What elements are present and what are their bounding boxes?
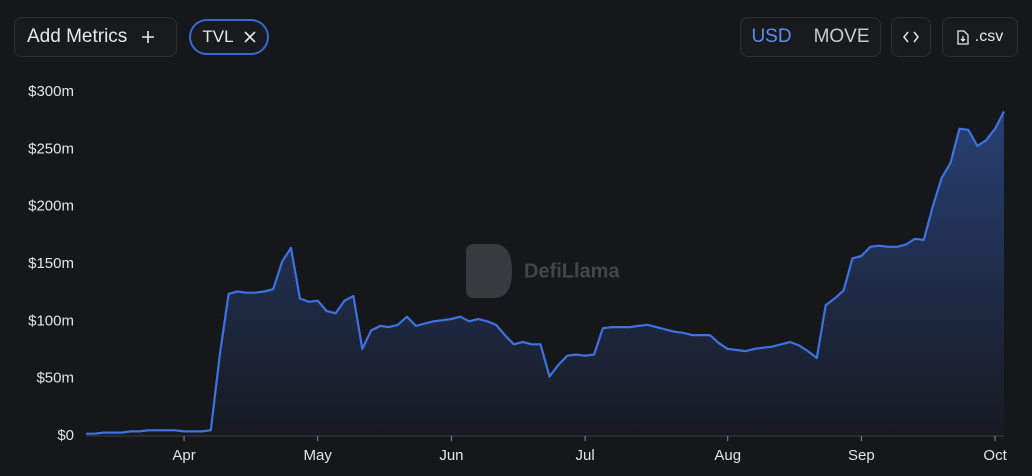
x-tick-label: Sep (848, 447, 875, 464)
y-tick-label: $300m (28, 83, 74, 100)
currency-toggle: USD MOVE (740, 17, 881, 57)
plus-icon (142, 31, 155, 43)
embed-button[interactable] (891, 17, 931, 57)
close-icon[interactable] (244, 31, 256, 43)
tvl-label: TVL (202, 27, 234, 46)
usd-option[interactable]: USD (751, 26, 792, 47)
add-metrics-label: Add Metrics (27, 26, 128, 47)
y-tick-label: $100m (28, 312, 74, 329)
y-tick-label: $50m (36, 370, 74, 387)
add-metrics-button[interactable]: Add Metrics (14, 17, 177, 57)
y-tick-label: $0 (57, 427, 74, 444)
x-tick-label: May (304, 447, 333, 464)
csv-button[interactable]: .csv (942, 17, 1018, 57)
tvl-line (86, 110, 1005, 435)
code-icon (903, 31, 919, 43)
x-tick-label: Jun (439, 447, 463, 464)
x-tick-label: Aug (714, 447, 741, 464)
area-fill (86, 111, 1004, 436)
tvl-chip[interactable]: TVL (189, 19, 269, 55)
csv-label: .csv (974, 28, 1004, 45)
x-tick-label: Apr (172, 447, 195, 464)
y-tick-label: $150m (28, 255, 74, 272)
watermark-text: DefiLlama (524, 260, 620, 282)
move-option[interactable]: MOVE (813, 26, 870, 47)
x-tick-label: Jul (576, 447, 595, 464)
file-icon (957, 29, 969, 45)
y-tick-label: $250m (28, 140, 74, 157)
y-tick-label: $200m (28, 198, 74, 215)
watermark: DefiLlama (466, 244, 620, 298)
x-tick-label: Oct (983, 447, 1007, 464)
